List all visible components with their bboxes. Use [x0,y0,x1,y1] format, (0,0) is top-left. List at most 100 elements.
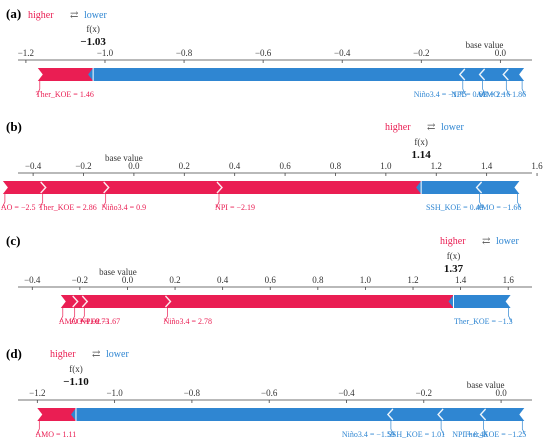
legend: higher ⇄ lower [440,236,519,247]
legend-higher: higher [50,349,76,360]
bar-separator [103,181,110,194]
base-value-label: base value [467,380,505,390]
feature-label-negative: Ther_KOE = −1.3 [454,317,513,326]
x-tick-label: −1.0 [106,388,123,398]
bar-negative [503,68,525,81]
x-tick-label: 0.4 [217,275,229,285]
fx-label: f(x) [447,251,461,261]
x-tick-label: −0.4 [338,388,355,398]
fx-label: f(x) [414,137,428,147]
x-tick-label: 0.8 [330,161,342,171]
label-connector [39,194,44,209]
bar-separator [437,408,444,421]
label-connector [521,421,526,436]
x-tick-label: 1.2 [431,161,442,171]
feature-label-positive: AMO = 1.11 [35,430,76,439]
panel-label: (a) [6,6,21,21]
bar-positive [60,295,78,308]
legend: higher ⇄ lower [50,349,129,360]
x-tick-label: −0.4 [334,48,351,58]
feature-label-negative: SSH_KOE = 1.01 [387,430,445,439]
bar-negative [480,408,525,421]
feature-label-negative: Ther_KOE = −1.25 [464,430,527,439]
label-connector [71,308,76,323]
base-value-label: base value [466,40,504,50]
legend-lower: lower [106,349,129,360]
bar-negative [88,68,465,81]
panel-label: (b) [6,119,22,134]
base-value-label: base value [99,267,137,277]
legend-arrow-icon: ⇄ [70,10,79,21]
feature-label-positive: NPI = −1.67 [80,317,120,326]
x-tick-label: 0.0 [122,275,134,285]
bar-negative [416,181,482,194]
bar-separator [164,295,172,308]
legend-arrow-icon: ⇄ [92,349,101,360]
bar-positive [37,408,81,421]
label-connector [36,81,41,96]
label-connector [521,81,526,96]
x-tick-label: −0.2 [72,275,88,285]
label-connector [517,194,521,209]
fx-value: −1.10 [63,376,89,388]
x-tick-label: −0.2 [413,48,429,58]
bar-separator [81,295,89,308]
bar-separator [386,408,394,421]
x-tick-label: −1.0 [97,48,114,58]
legend-arrow-icon: ⇄ [482,236,491,247]
x-tick-label: −1.2 [18,48,34,58]
bar-separator [40,181,47,194]
x-tick-label: −0.8 [184,388,201,398]
fx-label: f(x) [69,364,83,374]
x-tick-label: −0.6 [261,388,278,398]
force-plot-c: (c) higher ⇄ lower f(x) 1.37 base value −0.4 −0.… [6,233,532,326]
feature-label-positive: Ther_KOE = 2.86 [39,203,97,212]
force-plot-d: (d) higher ⇄ lower f(x) −1.10 base value −1.2 −1… [6,346,532,439]
bar-negative [459,68,485,81]
label-connector [440,421,445,436]
x-tick-label: 1.0 [380,161,392,171]
label-connector [59,308,64,323]
label-connector [1,194,6,209]
label-connector [462,81,467,96]
feature-label-positive: AO = −0.73 [71,317,110,326]
feature-label-negative: Niño3.4 = −1.59 [342,430,395,439]
legend-lower: lower [496,236,519,247]
label-connector [505,81,510,96]
x-tick-label: 0.6 [279,161,291,171]
bar-separator [479,408,487,421]
label-connector [35,421,40,436]
bar-separator [458,68,466,81]
label-connector [482,81,486,96]
label-connector [164,308,168,323]
feature-label-negative: NPI = 0.67 [451,90,486,99]
bar-negative [476,181,520,194]
panel-label: (d) [6,346,22,361]
fx-value: −1.03 [80,36,106,48]
label-connector [80,308,85,323]
bar-positive [103,181,222,194]
x-tick-label: 0.2 [169,275,180,285]
bar-positive [217,181,427,194]
label-connector [102,194,107,209]
x-tick-label: 0.4 [229,161,241,171]
feature-label-positive: NPI = −2.19 [215,203,255,212]
feature-label-negative: AO = 2.16 [476,90,510,99]
force-plot-b: (b) higher ⇄ lower f(x) 1.14 base value −0.4 −0.… [1,119,543,212]
x-tick-label: −1.2 [29,388,45,398]
feature-label-negative: Niño3.4 = −1.75 [414,90,467,99]
fx-value: 1.14 [412,149,432,161]
x-tick-label: 1.2 [407,275,418,285]
bar-negative [438,408,486,421]
bar-negative [479,68,509,81]
bar-negative [387,408,444,421]
fx-value: 1.37 [444,263,464,275]
feature-label-positive: AMO = 1.02 [59,317,100,326]
x-tick-label: 1.4 [481,161,493,171]
bar-separator [502,68,509,81]
label-connector [483,421,487,436]
feature-label-positive: AO = −2.5 [1,203,36,212]
feature-label-negative: AMO = −1.66 [476,203,522,212]
x-tick-label: 0.0 [495,388,507,398]
label-connector [479,194,483,209]
